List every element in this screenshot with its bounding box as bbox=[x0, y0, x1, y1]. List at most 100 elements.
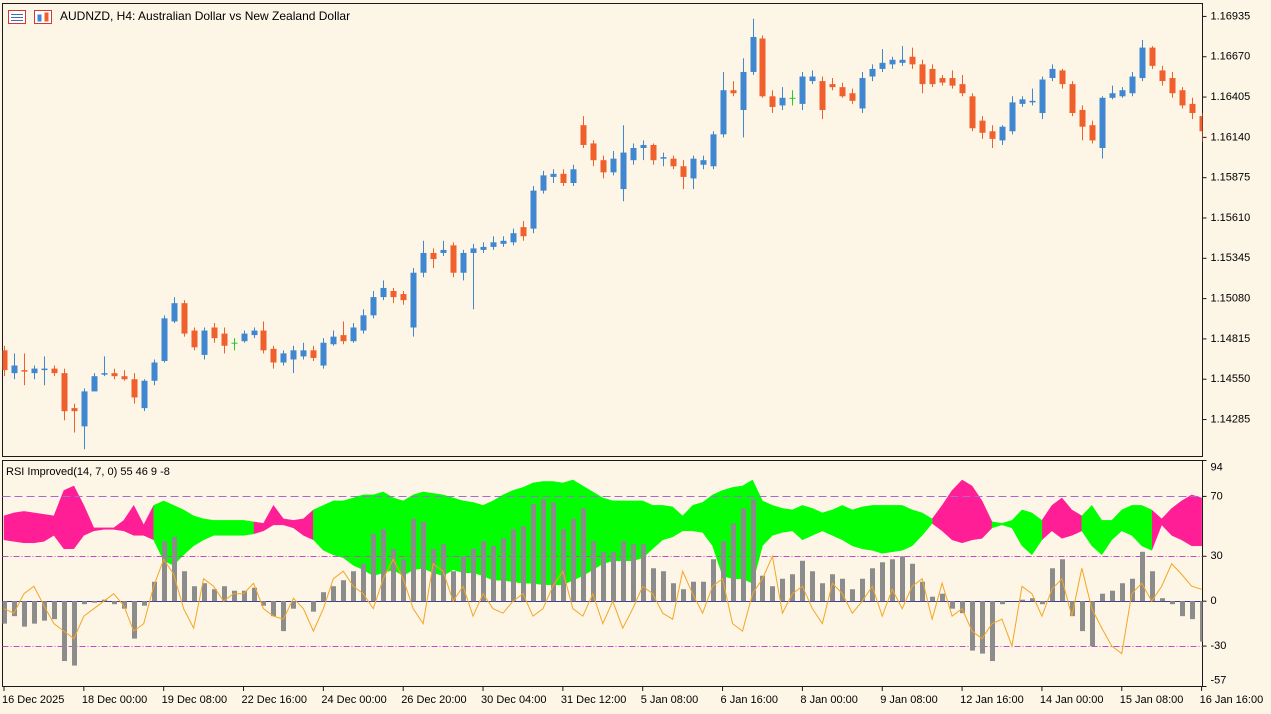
histogram-bar bbox=[511, 529, 516, 602]
candle-body bbox=[171, 303, 178, 322]
histogram-bar bbox=[501, 538, 506, 602]
histogram-bar bbox=[1110, 590, 1115, 602]
histogram-bar bbox=[1200, 601, 1203, 642]
histogram-bar bbox=[940, 593, 945, 602]
histogram-bar bbox=[1130, 578, 1135, 602]
x-tick-label: 14 Jan 00:00 bbox=[1040, 694, 1104, 706]
x-tick-label: 19 Dec 08:00 bbox=[162, 694, 227, 706]
y-tick-label: 70 bbox=[1211, 490, 1223, 502]
candle-body bbox=[420, 252, 427, 273]
histogram-bar bbox=[631, 544, 636, 602]
candle-body bbox=[839, 87, 846, 97]
histogram-bar bbox=[421, 521, 426, 602]
candle-body bbox=[929, 68, 936, 85]
histogram-bar bbox=[780, 578, 785, 602]
candle-body bbox=[690, 158, 697, 179]
candle-body bbox=[1199, 116, 1203, 132]
y-tick-label: 1.14815 bbox=[1211, 333, 1251, 345]
candle-body bbox=[1049, 68, 1056, 79]
candle-body bbox=[101, 373, 108, 375]
x-tick-label: 22 Dec 16:00 bbox=[242, 694, 307, 706]
histogram-bar bbox=[92, 601, 97, 603]
histogram-bar bbox=[760, 575, 765, 602]
x-tick-label: 26 Dec 20:00 bbox=[401, 694, 466, 706]
histogram-bar bbox=[82, 601, 87, 605]
candle-body bbox=[11, 365, 18, 374]
candle-body bbox=[829, 84, 836, 88]
candle-body bbox=[1069, 84, 1076, 114]
chart-icon[interactable] bbox=[34, 10, 52, 24]
candle-body bbox=[390, 290, 397, 298]
y-tick-label: -30 bbox=[1211, 640, 1227, 652]
candle-body bbox=[151, 362, 158, 381]
x-tick-label: 15 Jan 08:00 bbox=[1120, 694, 1184, 706]
histogram-bar bbox=[1090, 601, 1095, 647]
candle-body bbox=[1139, 47, 1146, 79]
candle-body bbox=[1009, 102, 1016, 132]
histogram-bar bbox=[551, 502, 556, 602]
candle-body bbox=[939, 78, 946, 83]
candle-body bbox=[849, 93, 856, 101]
candle-body bbox=[520, 227, 527, 237]
candle-body bbox=[999, 126, 1006, 141]
histogram-bar bbox=[242, 590, 247, 602]
histogram-bar bbox=[970, 601, 975, 651]
histogram-bar bbox=[132, 601, 137, 639]
histogram-bar bbox=[581, 508, 586, 602]
histogram-bar bbox=[192, 586, 197, 602]
candle-body bbox=[450, 245, 457, 273]
candle-body bbox=[640, 144, 647, 149]
histogram-bar bbox=[481, 541, 486, 602]
symbol-icon[interactable] bbox=[8, 10, 26, 24]
candle-body bbox=[859, 78, 866, 109]
axes: 1.16935 1.16670 1.16405 1.16140 1.15875 1.156… bbox=[2, 10, 1263, 706]
histogram-bar bbox=[1070, 601, 1075, 617]
histogram-bar bbox=[361, 563, 366, 602]
histogram-bar bbox=[910, 563, 915, 602]
histogram-bar bbox=[232, 590, 237, 602]
histogram-bar bbox=[12, 601, 17, 617]
candle-body bbox=[1039, 79, 1046, 114]
histogram-bar bbox=[671, 583, 676, 602]
histogram-bar bbox=[52, 601, 57, 620]
histogram-bar bbox=[42, 601, 47, 621]
icon-bar bbox=[37, 14, 42, 22]
candle-body bbox=[490, 242, 497, 247]
histogram-bar bbox=[32, 601, 37, 624]
histogram-bar bbox=[212, 589, 217, 602]
histogram-bar bbox=[291, 601, 296, 609]
histogram-bar bbox=[721, 541, 726, 602]
histogram-bar bbox=[820, 583, 825, 602]
candle-body bbox=[869, 68, 876, 77]
candle-body bbox=[131, 379, 138, 398]
histogram-bar bbox=[1190, 601, 1195, 620]
y-tick-label: 1.14550 bbox=[1211, 373, 1251, 385]
histogram-bar bbox=[591, 541, 596, 602]
y-tick-label: 1.15080 bbox=[1211, 293, 1251, 305]
histogram-bar bbox=[72, 601, 77, 666]
candle-body bbox=[1079, 109, 1086, 127]
histogram-bar bbox=[1120, 583, 1125, 602]
histogram-bar bbox=[281, 601, 286, 632]
candle-body bbox=[440, 249, 447, 253]
y-tick-label: 1.15610 bbox=[1211, 212, 1251, 224]
histogram-bar bbox=[920, 581, 925, 602]
histogram-bar bbox=[860, 578, 865, 602]
y-tick-label: 0 bbox=[1211, 595, 1217, 607]
histogram-bar bbox=[461, 556, 466, 602]
x-tick-label: 12 Jan 16:00 bbox=[960, 694, 1024, 706]
candle-body bbox=[1159, 70, 1166, 82]
candle-body bbox=[480, 246, 487, 250]
histogram-bar bbox=[1080, 601, 1085, 632]
candle-body bbox=[1179, 90, 1186, 106]
y-tick-label: 94 bbox=[1211, 461, 1223, 473]
candle-body bbox=[141, 380, 148, 409]
candle-body bbox=[470, 248, 477, 253]
candle-body bbox=[410, 272, 417, 328]
candle-body bbox=[670, 158, 677, 167]
histogram-bar bbox=[182, 571, 187, 602]
candle-body bbox=[879, 62, 886, 69]
candle-body bbox=[91, 376, 98, 392]
histogram-bar bbox=[701, 581, 706, 602]
histogram-bar bbox=[651, 568, 656, 602]
